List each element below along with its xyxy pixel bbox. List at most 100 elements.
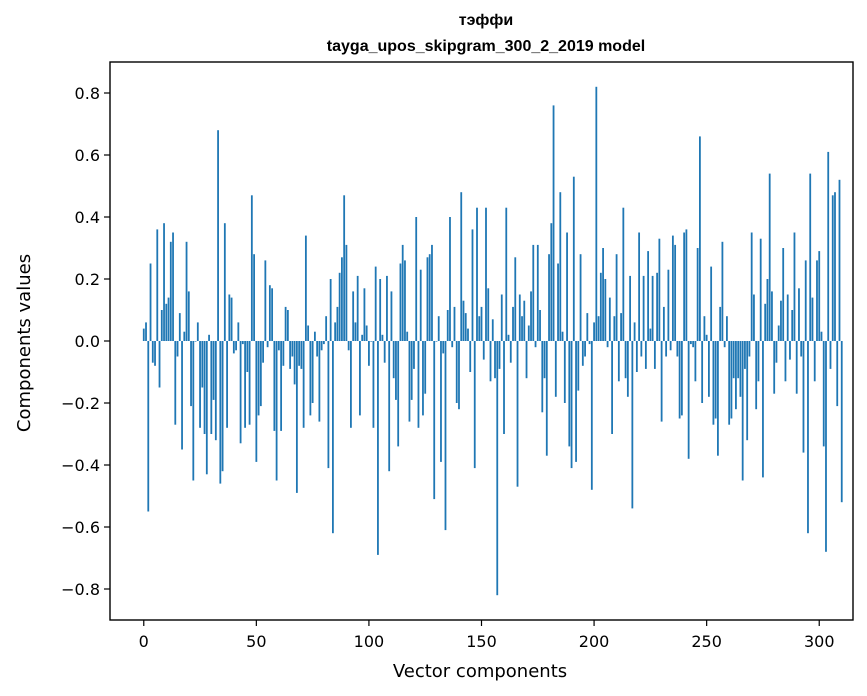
bar bbox=[282, 341, 285, 366]
bar bbox=[460, 192, 463, 341]
bar bbox=[158, 341, 161, 388]
bar bbox=[671, 235, 674, 341]
bar bbox=[617, 341, 620, 382]
bar bbox=[363, 288, 366, 341]
bar bbox=[192, 341, 195, 481]
bar bbox=[638, 232, 641, 341]
bar bbox=[327, 341, 330, 469]
bar bbox=[717, 341, 719, 456]
bar bbox=[820, 331, 823, 341]
bar bbox=[370, 341, 373, 342]
bar bbox=[451, 341, 454, 348]
bar bbox=[831, 195, 834, 341]
bar bbox=[557, 263, 559, 341]
bar bbox=[185, 241, 188, 341]
bar bbox=[710, 266, 713, 341]
bar bbox=[597, 316, 600, 341]
bar bbox=[217, 130, 219, 341]
bar bbox=[160, 310, 163, 341]
bar bbox=[552, 105, 555, 342]
bar bbox=[541, 341, 544, 413]
bar bbox=[595, 86, 598, 341]
bar bbox=[440, 341, 442, 462]
bar bbox=[775, 341, 778, 363]
bar bbox=[489, 341, 492, 382]
bar bbox=[753, 294, 755, 341]
bar bbox=[395, 341, 397, 400]
bar bbox=[699, 136, 701, 341]
bar bbox=[755, 341, 758, 410]
bar bbox=[782, 248, 785, 341]
bar bbox=[575, 341, 577, 462]
bar bbox=[383, 341, 386, 363]
bar bbox=[599, 272, 602, 341]
bar bbox=[368, 341, 370, 366]
bar bbox=[804, 260, 807, 341]
bar bbox=[341, 257, 343, 341]
bar bbox=[145, 322, 147, 341]
bar bbox=[703, 316, 706, 341]
bar bbox=[453, 306, 456, 341]
bar bbox=[449, 217, 451, 341]
bar bbox=[268, 285, 271, 341]
x-tick-label: 200 bbox=[579, 632, 610, 651]
bar bbox=[415, 217, 418, 341]
bar bbox=[167, 297, 170, 341]
bar bbox=[680, 341, 683, 416]
bar bbox=[469, 341, 472, 372]
bar bbox=[795, 341, 798, 394]
bar bbox=[178, 313, 181, 341]
bar bbox=[568, 341, 571, 447]
bar bbox=[548, 254, 550, 341]
bar bbox=[401, 244, 404, 341]
bar bbox=[793, 232, 796, 341]
bar bbox=[773, 341, 776, 394]
bar bbox=[235, 341, 237, 351]
bar bbox=[762, 341, 764, 478]
bar bbox=[635, 341, 638, 372]
bar bbox=[800, 341, 803, 357]
bar bbox=[550, 223, 553, 341]
bar bbox=[665, 341, 668, 357]
bar bbox=[624, 341, 627, 379]
bar bbox=[163, 223, 165, 341]
bar bbox=[151, 341, 154, 363]
bar bbox=[554, 341, 557, 397]
bar bbox=[219, 341, 222, 484]
bar bbox=[791, 310, 794, 341]
bar bbox=[735, 341, 737, 410]
bar bbox=[424, 341, 427, 394]
bar bbox=[232, 341, 235, 354]
y-tick-label: 0.0 bbox=[75, 332, 100, 351]
bar bbox=[532, 244, 535, 341]
bar bbox=[518, 294, 521, 341]
bar bbox=[313, 331, 316, 341]
bar bbox=[413, 341, 415, 369]
bar bbox=[431, 244, 433, 341]
bar bbox=[561, 331, 564, 341]
bar bbox=[822, 341, 825, 447]
bar bbox=[766, 279, 769, 341]
y-tick-label: −0.6 bbox=[61, 518, 100, 537]
bar bbox=[392, 341, 395, 379]
bar bbox=[311, 341, 314, 403]
bar bbox=[692, 341, 695, 348]
bar bbox=[559, 192, 562, 341]
bar bbox=[644, 341, 647, 369]
bar bbox=[284, 306, 287, 341]
bar bbox=[147, 341, 150, 512]
bars-layer bbox=[142, 86, 843, 596]
bar bbox=[455, 341, 458, 403]
bar bbox=[266, 341, 269, 348]
x-tick-label: 100 bbox=[354, 632, 385, 651]
bar bbox=[399, 263, 402, 341]
bar bbox=[458, 341, 460, 410]
bar bbox=[176, 341, 179, 357]
bar bbox=[818, 251, 821, 341]
bar bbox=[446, 310, 449, 341]
y-tick-label: 0.6 bbox=[75, 146, 100, 165]
bar bbox=[507, 334, 510, 341]
bar bbox=[356, 275, 359, 341]
bar bbox=[230, 297, 233, 341]
bar bbox=[154, 341, 156, 366]
